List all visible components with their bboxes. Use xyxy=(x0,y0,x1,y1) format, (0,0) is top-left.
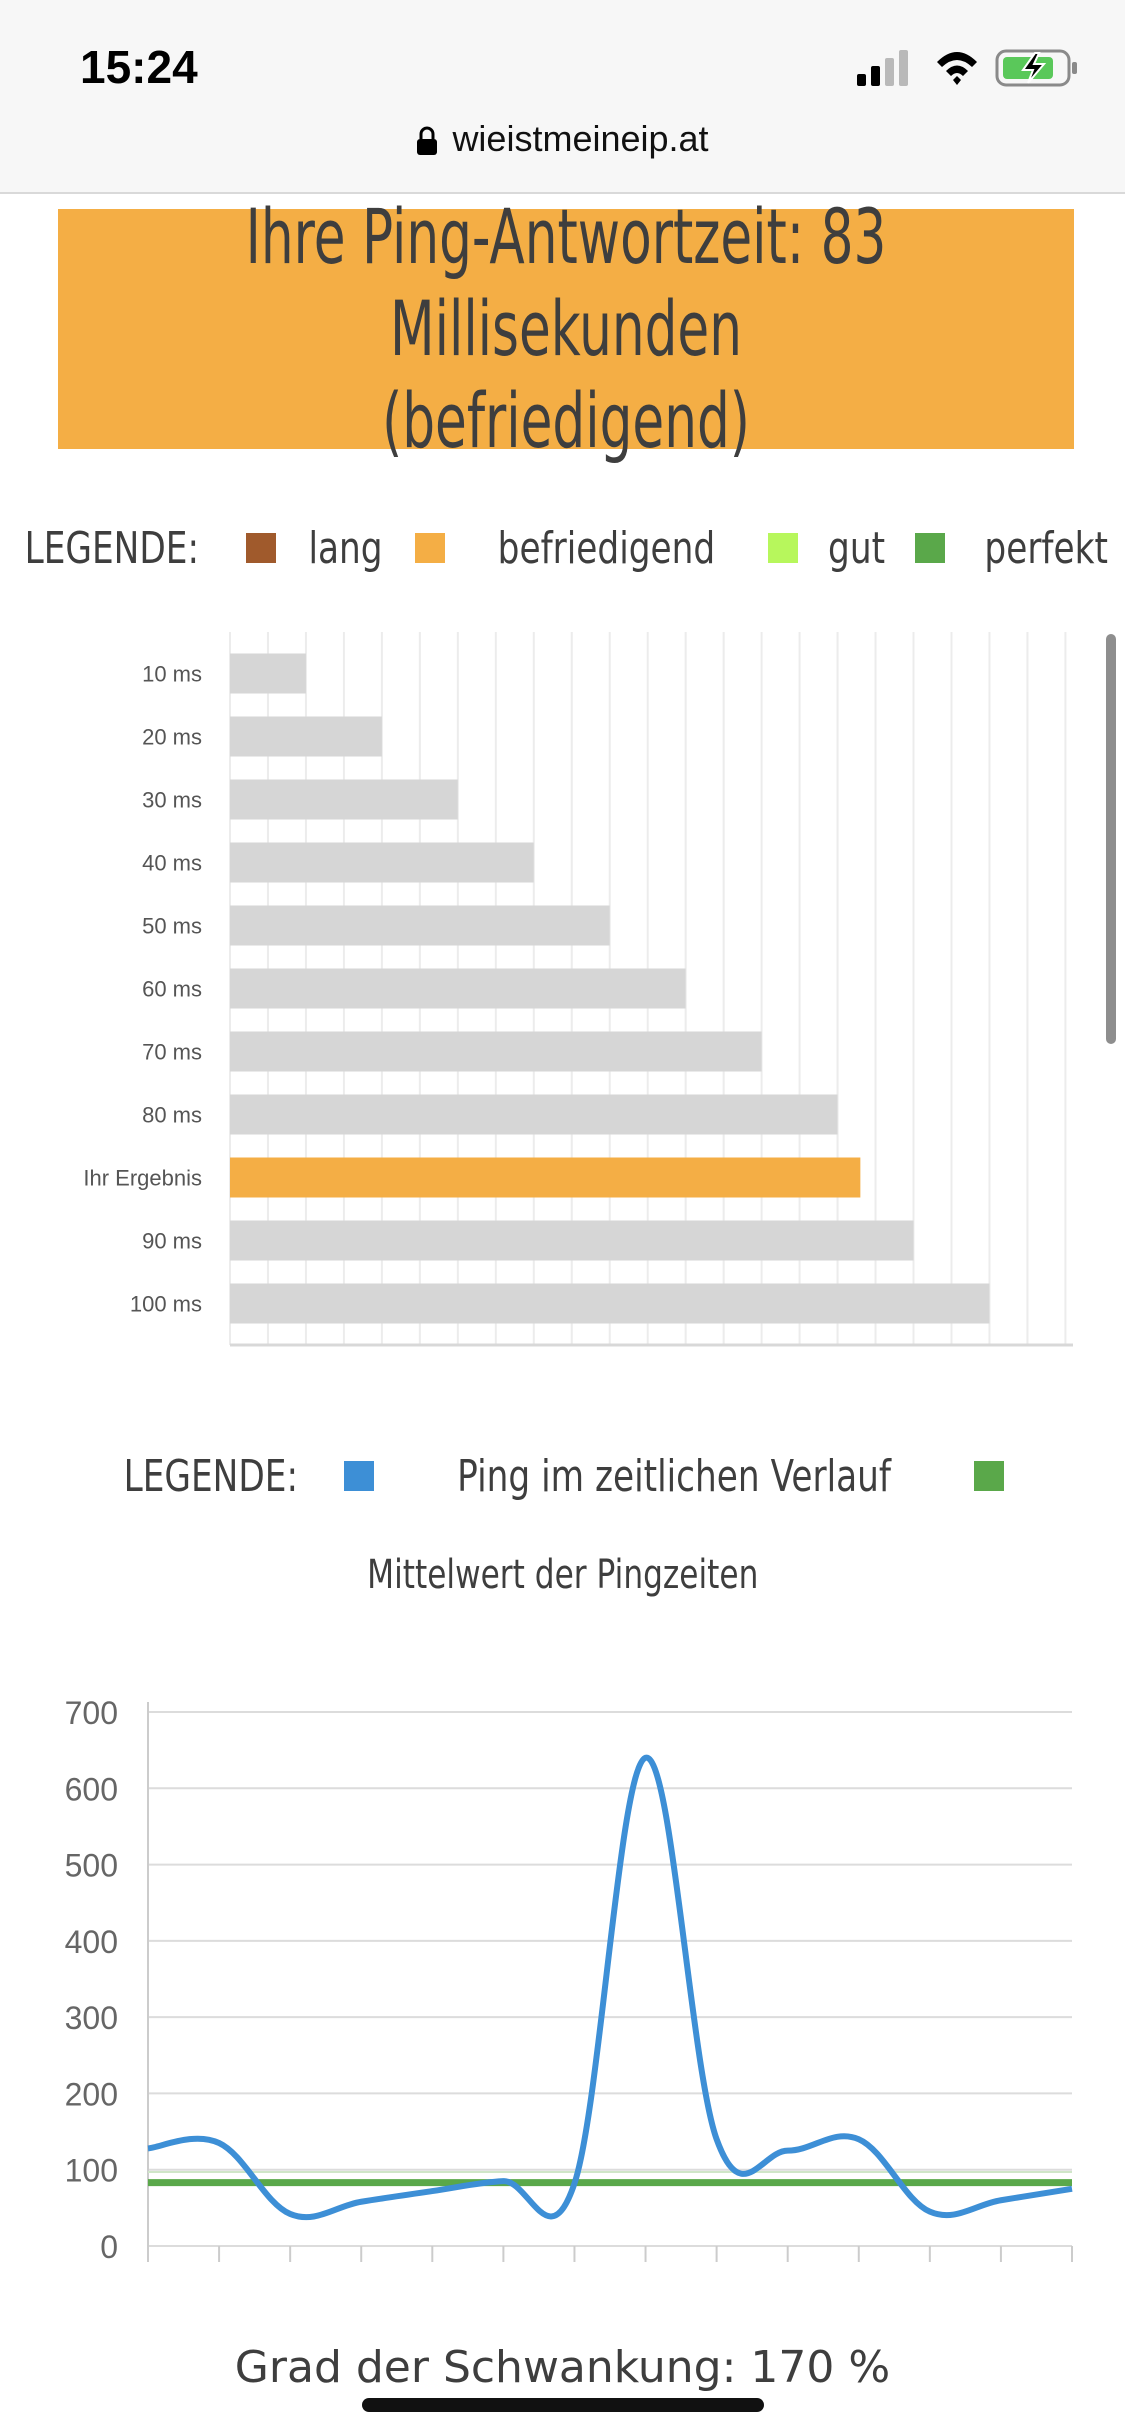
legend-item-befriedigend: befriedigend xyxy=(497,522,715,574)
legend-item-perfekt: perfekt xyxy=(984,522,1108,574)
bar-60-ms xyxy=(230,968,686,1009)
bar-90-ms xyxy=(230,1220,914,1261)
series-ping-line xyxy=(147,1754,1073,2221)
y-tick-label: 100 xyxy=(65,2153,118,2189)
bar-50-ms xyxy=(230,905,610,946)
legend-item-lang: lang xyxy=(308,522,383,574)
legend-rating: LEGENDE: lang befriedigend gut perfekt xyxy=(0,520,1125,576)
bar-ihr-ergebnis xyxy=(230,1157,861,1198)
address-bar[interactable]: wieistmeineip.at xyxy=(0,100,1125,194)
bar-category-label: 80 ms xyxy=(142,1103,202,1128)
y-tick-label: 200 xyxy=(65,2076,118,2112)
legend-swatch-perfekt xyxy=(914,533,945,563)
bar-20-ms xyxy=(230,716,382,757)
y-tick-label: 600 xyxy=(65,1771,118,1807)
status-time: 15:24 xyxy=(80,41,198,93)
bar-category-label: 10 ms xyxy=(142,662,202,687)
bar-category-label: 70 ms xyxy=(142,1040,202,1065)
wifi-icon xyxy=(937,52,977,85)
scrollbar-thumb[interactable] xyxy=(1106,634,1116,1044)
y-tick-label: 300 xyxy=(65,2000,118,2036)
bar-category-label: 100 ms xyxy=(130,1292,202,1317)
bar-10-ms xyxy=(230,653,306,694)
bar-category-label: 60 ms xyxy=(142,977,202,1002)
lock-icon xyxy=(417,127,438,156)
legend-swatch-gut xyxy=(767,533,798,563)
home-indicator[interactable] xyxy=(362,2398,764,2412)
legend-swatch-ping xyxy=(344,1461,375,1491)
bar-category-label: Ihr Ergebnis xyxy=(83,1166,202,1191)
bar-30-ms xyxy=(230,779,458,820)
legend-item-gut: gut xyxy=(827,522,885,574)
bar-100-ms xyxy=(230,1283,990,1324)
y-tick-label: 0 xyxy=(100,2229,118,2265)
y-tick-label: 700 xyxy=(65,1695,118,1731)
status-icons xyxy=(857,49,1077,87)
legend-history: LEGENDE: Ping im zeitlichen Verlauf xyxy=(0,1448,1125,1504)
url-text: wieistmeineip.at xyxy=(452,118,709,159)
signal-icon xyxy=(857,50,908,86)
y-tick-label: 400 xyxy=(65,1924,118,1960)
bar-category-label: 90 ms xyxy=(142,1229,202,1254)
bar-70-ms xyxy=(230,1031,762,1072)
bar-40-ms xyxy=(230,842,534,883)
ping-line-chart: 0 100 200 300 400 500 600 700 xyxy=(65,1695,1073,2265)
battery-charging-icon xyxy=(995,49,1077,87)
result-banner: Ihre Ping-Antwortzeit: 83 Millisekunden … xyxy=(58,192,1074,465)
ping-bar-chart: 10 ms 20 ms 30 ms 40 ms 50 ms 60 ms 70 ms 80 ms… xyxy=(83,632,1073,1347)
legend-label-2: LEGENDE: xyxy=(123,1450,298,1502)
legend-swatch-lang xyxy=(245,533,276,563)
bar-category-label: 20 ms xyxy=(142,725,202,750)
bar-category-label: 50 ms xyxy=(142,914,202,939)
line-chart-title: Mittelwert der Pingzeiten xyxy=(366,1552,759,1598)
legend-item-ping: Ping im zeitlichen Verlauf xyxy=(457,1450,892,1502)
bar-80-ms xyxy=(230,1094,838,1135)
bar-category-label: 40 ms xyxy=(142,851,202,876)
legend-swatch-mean xyxy=(974,1461,1005,1491)
legend-swatch-befriedigend xyxy=(414,533,445,563)
url-display[interactable]: wieistmeineip.at xyxy=(0,118,1125,160)
y-tick-label: 500 xyxy=(65,1848,118,1884)
result-title: Ihre Ping-Antwortzeit: 83 Millisekunden … xyxy=(245,192,887,465)
status-bar: 15:24 xyxy=(0,0,1125,100)
bar-category-label: 30 ms xyxy=(142,788,202,813)
fluctuation-text: Grad der Schwankung: 170 % xyxy=(234,2342,891,2393)
legend-label: LEGENDE: xyxy=(24,522,200,574)
